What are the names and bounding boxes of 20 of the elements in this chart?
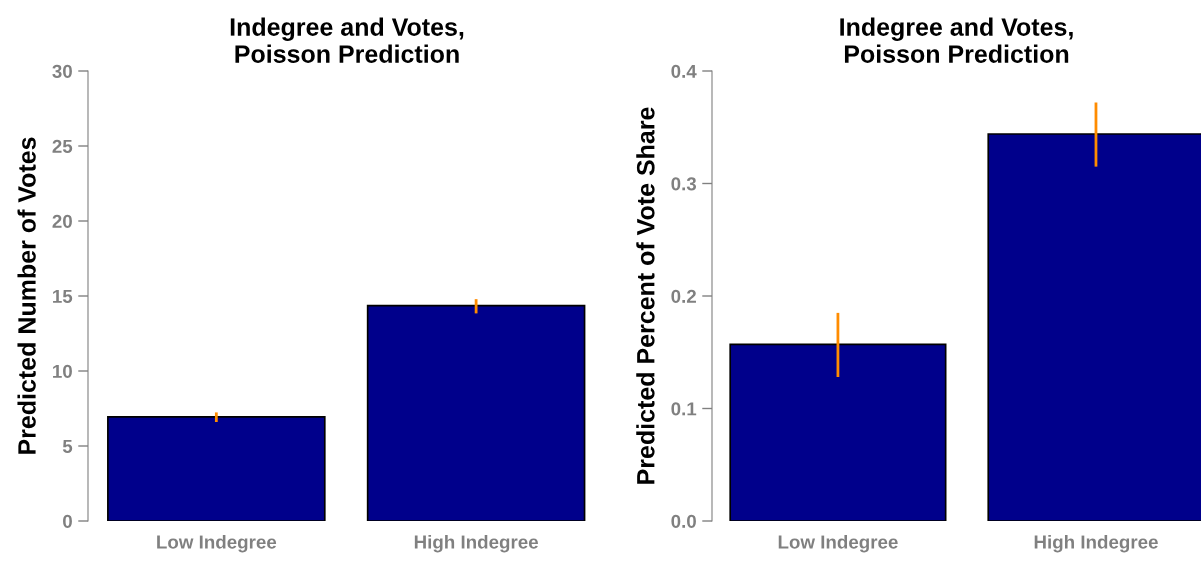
y-tick-label: 20 [52, 214, 72, 228]
y-tick-label: 15 [53, 289, 73, 303]
x-tick-label: High Indegree [1034, 534, 1158, 553]
y-tick-label: 25 [52, 139, 73, 153]
y-tick-label: 0.0 [671, 514, 696, 528]
y-tick-label: 10 [53, 364, 72, 378]
x-tick-label: Low Indegree [778, 534, 898, 553]
y-axis-title: Predicted Percent of Vote Share [636, 107, 655, 484]
y-tick-label: 0.1 [671, 402, 697, 416]
x-tick-label: Low Indegree [157, 534, 277, 553]
chart-title: Indegree and Votes, Poisson Prediction [840, 17, 1073, 63]
y-axis-title: Predicted Number of Votes [17, 137, 36, 454]
y-tick-label: 5 [62, 439, 73, 453]
y-tick-label: 0.4 [671, 64, 697, 78]
y-tick-label: 30 [52, 64, 72, 78]
y-tick-label: 0.2 [671, 289, 696, 303]
chart-title: Indegree and Votes, Poisson Prediction [230, 17, 464, 63]
x-tick-label: High Indegree [414, 534, 538, 553]
y-tick-label: 0.3 [671, 177, 697, 191]
y-tick-label: 0 [63, 514, 72, 528]
